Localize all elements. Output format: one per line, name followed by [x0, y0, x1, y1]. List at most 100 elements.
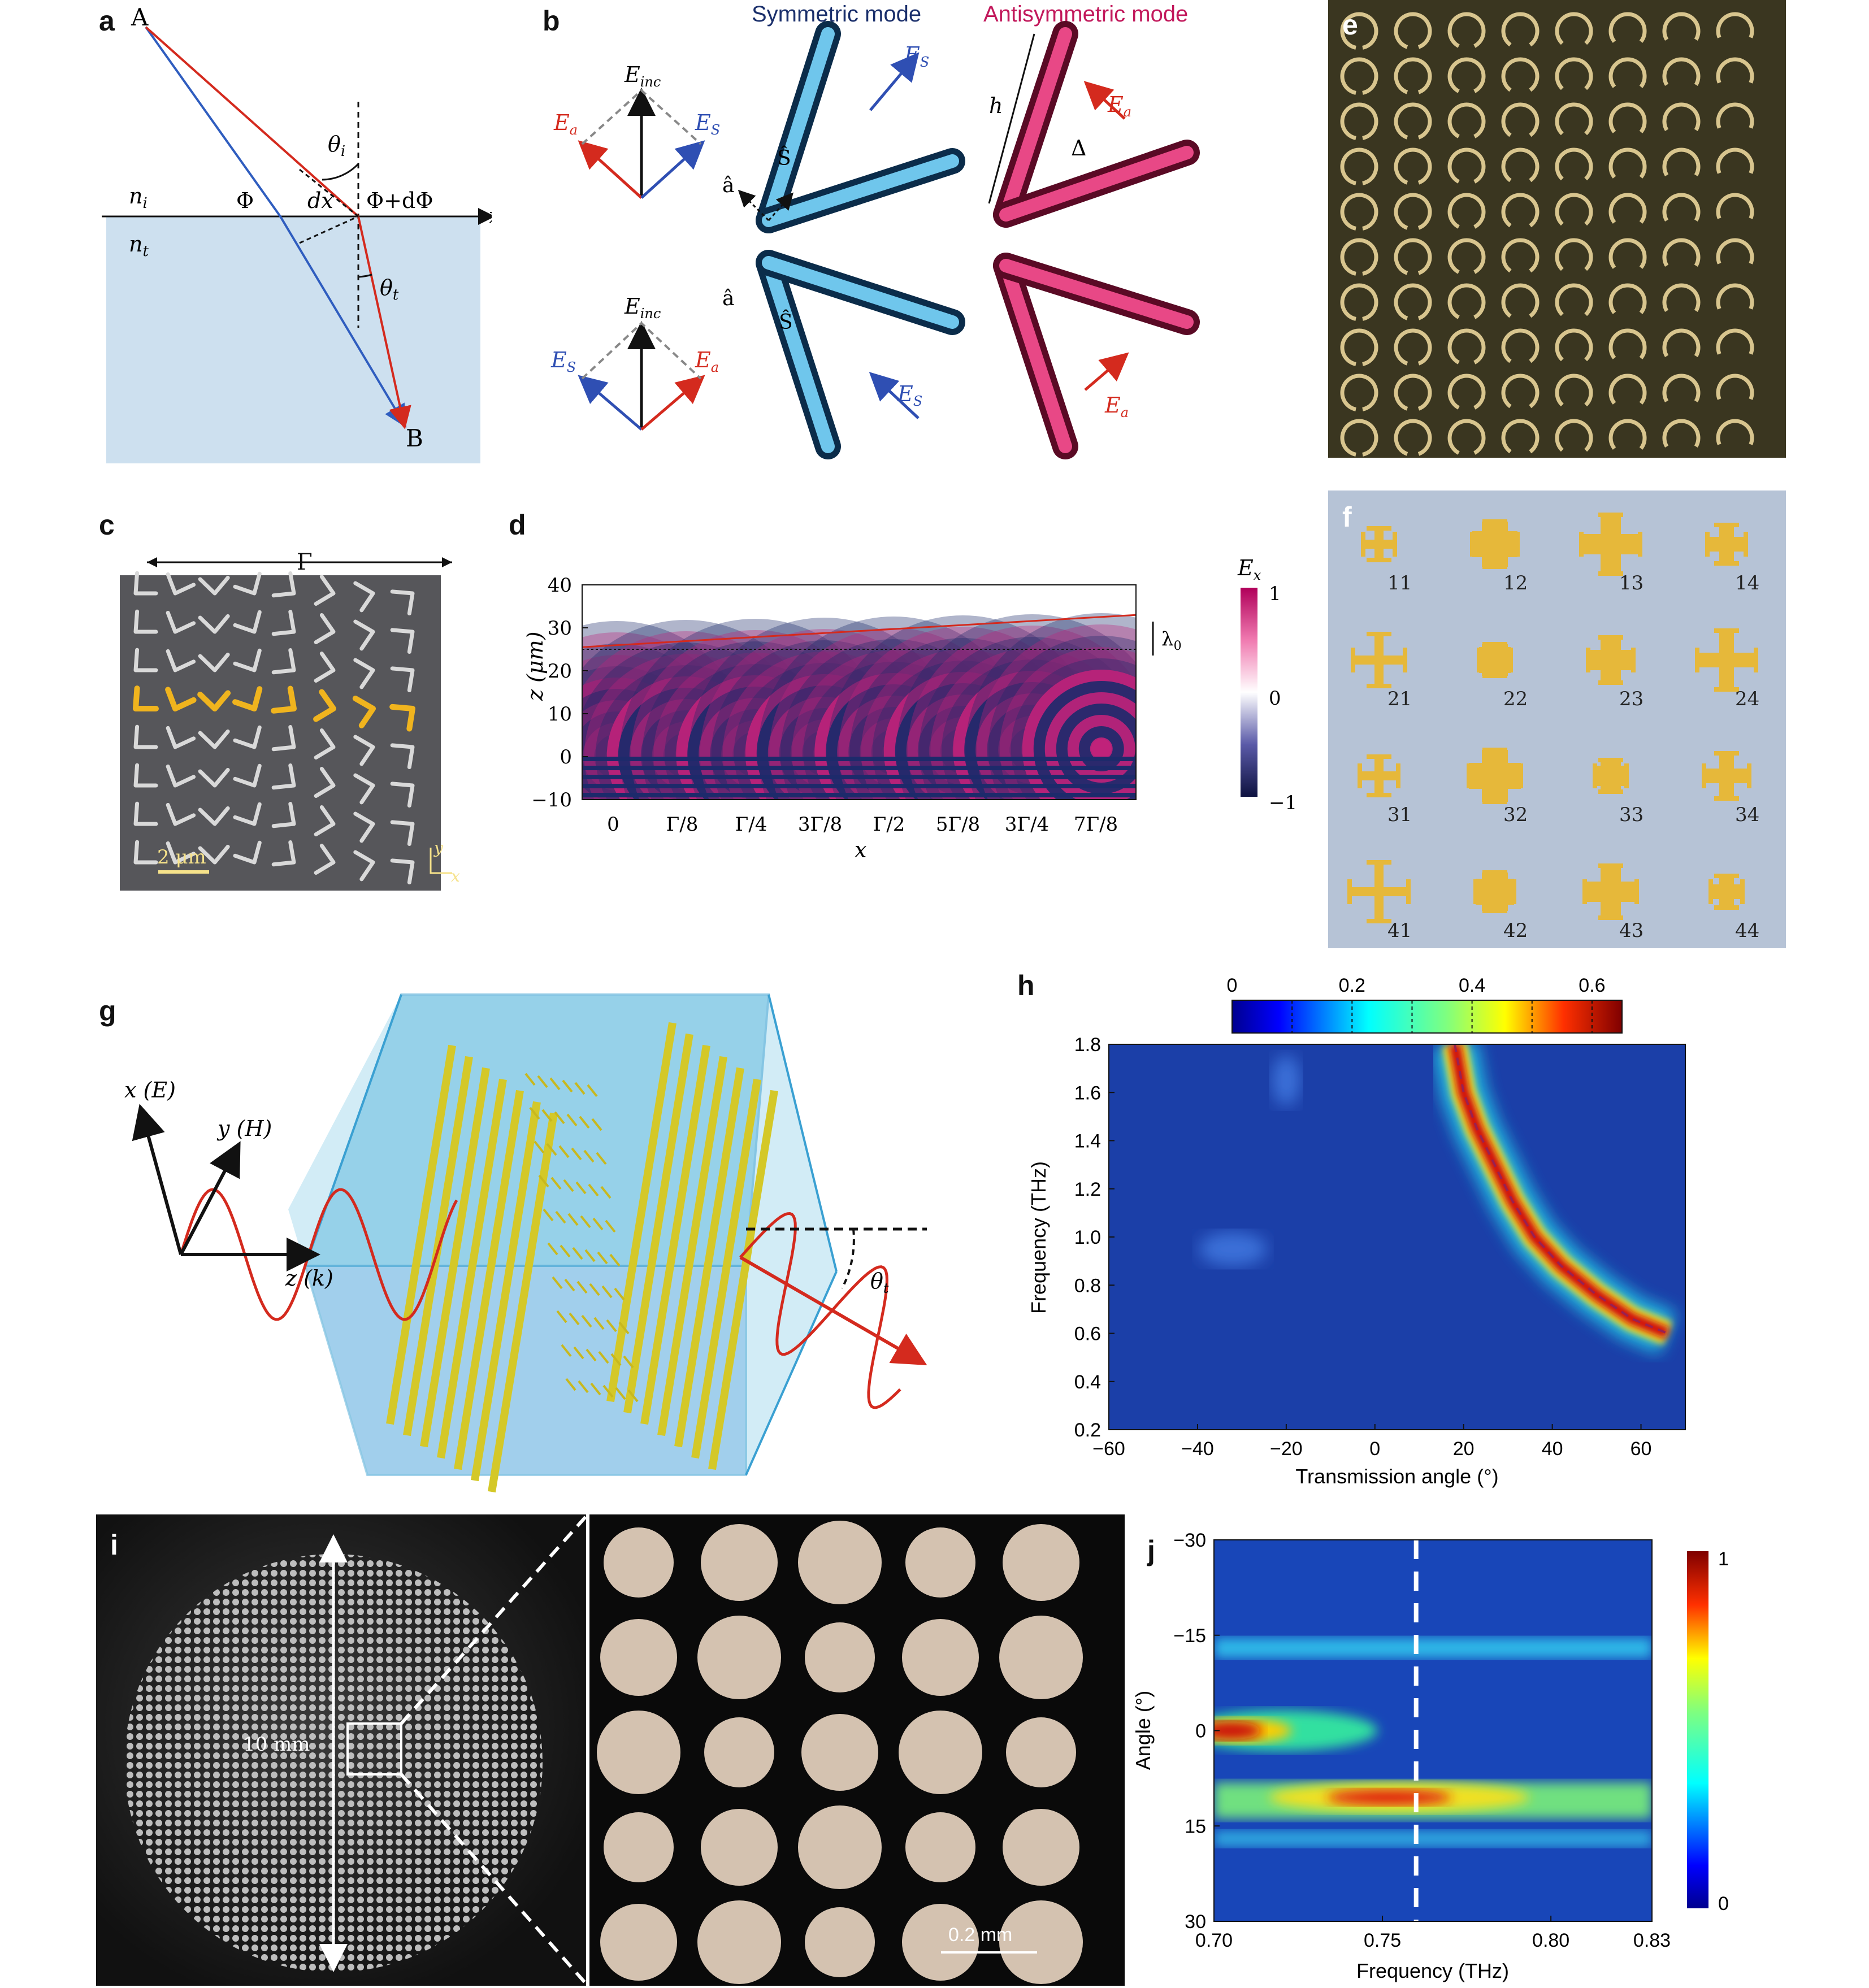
pillar	[300, 1656, 306, 1663]
pillar	[165, 1704, 172, 1711]
pillar	[242, 1752, 249, 1759]
pillar	[203, 1781, 210, 1788]
pillar	[146, 1762, 153, 1769]
split-ring	[1716, 102, 1754, 129]
pillar	[405, 1637, 412, 1644]
pillar	[184, 1637, 191, 1644]
pillar	[194, 1676, 201, 1682]
pillar	[146, 1772, 153, 1778]
pillar	[463, 1906, 470, 1913]
pillar	[261, 1829, 268, 1836]
blue-incident-ray	[145, 26, 281, 218]
end-cap	[1714, 628, 1739, 633]
pillar	[309, 1781, 316, 1788]
panel-h: h 0 0.2 0.4 0.6 −60 −40 −20 0 20 40 60 0.2 0.4 0.6	[1012, 961, 1803, 1497]
panel-label-j: j	[1147, 1535, 1155, 1566]
pillar	[165, 1724, 172, 1730]
split-ring	[1501, 147, 1540, 183]
pillar	[223, 1704, 229, 1711]
split-ring	[1501, 374, 1540, 409]
pillar	[213, 1887, 220, 1894]
pillar	[444, 1608, 450, 1615]
pillar	[367, 1618, 374, 1625]
pillar	[136, 1781, 143, 1788]
pillar	[424, 1925, 431, 1932]
pillar	[242, 1858, 249, 1865]
pillar	[434, 1599, 441, 1605]
pillar	[251, 1627, 258, 1634]
split-ring	[1608, 57, 1647, 88]
pillar	[261, 1608, 268, 1615]
pillar	[396, 1599, 402, 1605]
pillar	[242, 1810, 249, 1817]
pillar	[338, 1935, 345, 1942]
pillar	[405, 1666, 412, 1673]
end-cap	[1508, 648, 1513, 672]
h-ytick-label: 1.8	[1074, 1034, 1101, 1056]
x-axis-arrow	[132, 1104, 183, 1255]
pillar	[242, 1887, 249, 1894]
pillar	[223, 1599, 229, 1605]
split-ring	[1555, 419, 1593, 452]
pillar	[175, 1858, 181, 1865]
pillar	[290, 1954, 297, 1961]
pillar	[367, 1800, 374, 1807]
pillar	[511, 1800, 518, 1807]
split-ring	[1340, 374, 1378, 411]
x-E-label: x (E)	[124, 1078, 176, 1102]
pillar	[251, 1579, 258, 1586]
v-antenna	[390, 782, 415, 808]
grating-rod	[437, 1078, 507, 1459]
pillar	[232, 1762, 239, 1769]
blue-transmitted-ray	[279, 215, 407, 428]
pillar	[482, 1887, 489, 1894]
split-ring	[1447, 57, 1486, 93]
pillar	[203, 1608, 210, 1615]
pillar	[309, 1916, 316, 1922]
pillar	[290, 1906, 297, 1913]
pillar	[444, 1772, 450, 1778]
pillar	[405, 1724, 412, 1730]
pillar	[434, 1618, 441, 1625]
pillar	[367, 1820, 374, 1826]
pillar	[405, 1944, 412, 1951]
pillar-zoom	[999, 1616, 1083, 1699]
pillar	[386, 1599, 393, 1605]
pillar	[175, 1627, 181, 1634]
pillar	[424, 1589, 431, 1596]
pillar	[300, 1647, 306, 1653]
pillar-zoom	[801, 1714, 878, 1791]
pillar	[367, 1781, 374, 1788]
pillar	[290, 1810, 297, 1817]
panel-label-c: c	[99, 509, 115, 541]
pillar	[146, 1733, 153, 1740]
v-antenna	[558, 1145, 570, 1158]
pillar	[155, 1762, 162, 1769]
pillar	[472, 1647, 479, 1653]
pillar	[251, 1858, 258, 1865]
pillar	[386, 1781, 393, 1788]
pillar	[155, 1772, 162, 1778]
pillar	[338, 1772, 345, 1778]
pillar	[319, 1820, 326, 1826]
pillar	[338, 1676, 345, 1682]
pillar	[127, 1762, 133, 1769]
pillar	[271, 1868, 277, 1874]
pillar	[386, 1695, 393, 1701]
end-cap	[1482, 748, 1507, 752]
pillar	[300, 1944, 306, 1951]
pillar	[290, 1656, 297, 1663]
split-ring	[1394, 57, 1432, 94]
v-antenna	[576, 1281, 588, 1294]
end-cap	[1582, 879, 1587, 904]
pillar	[309, 1685, 316, 1692]
pillar	[521, 1810, 527, 1817]
end-cap	[1586, 648, 1590, 672]
v-antenna	[529, 1106, 540, 1120]
end-cap	[1367, 632, 1391, 636]
pillar	[386, 1877, 393, 1884]
pillar	[194, 1714, 201, 1721]
v-antenna	[546, 1143, 557, 1156]
split-ring	[1340, 238, 1378, 276]
v-antenna	[610, 1353, 622, 1366]
